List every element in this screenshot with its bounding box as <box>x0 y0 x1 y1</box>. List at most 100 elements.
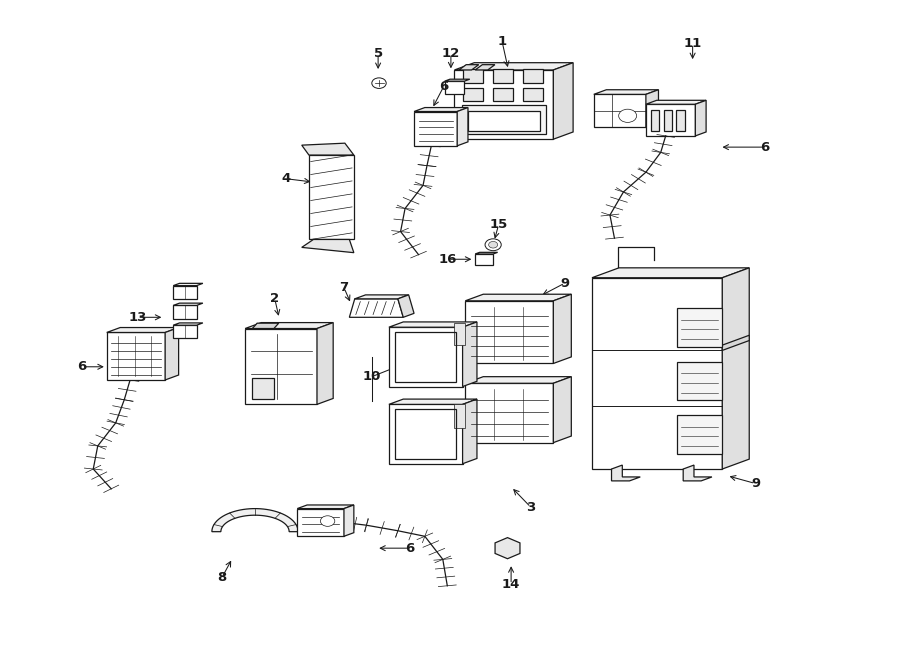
Polygon shape <box>212 508 298 531</box>
Polygon shape <box>465 377 572 383</box>
Polygon shape <box>594 90 659 95</box>
Polygon shape <box>457 108 468 146</box>
Circle shape <box>489 241 498 248</box>
Text: 2: 2 <box>270 292 279 305</box>
Polygon shape <box>611 465 640 481</box>
Polygon shape <box>475 253 498 254</box>
Bar <box>454 323 465 344</box>
Polygon shape <box>445 81 464 95</box>
Text: 9: 9 <box>561 276 570 290</box>
Bar <box>523 69 543 83</box>
Polygon shape <box>302 239 354 253</box>
Text: 1: 1 <box>498 35 507 48</box>
Polygon shape <box>297 505 354 508</box>
Polygon shape <box>463 322 477 387</box>
Polygon shape <box>165 328 178 380</box>
Polygon shape <box>646 104 696 136</box>
Polygon shape <box>173 303 202 305</box>
Bar <box>664 110 672 131</box>
Circle shape <box>618 109 636 122</box>
Polygon shape <box>454 70 554 139</box>
Polygon shape <box>646 90 659 128</box>
Bar <box>677 110 685 131</box>
Polygon shape <box>302 143 354 155</box>
Polygon shape <box>723 268 749 469</box>
Polygon shape <box>245 329 317 405</box>
Polygon shape <box>592 268 749 278</box>
Polygon shape <box>173 305 196 319</box>
Polygon shape <box>445 79 470 81</box>
Text: 10: 10 <box>363 370 381 383</box>
Text: 9: 9 <box>751 477 760 490</box>
Polygon shape <box>475 65 495 70</box>
Polygon shape <box>173 286 196 299</box>
Bar <box>493 69 513 83</box>
Circle shape <box>485 239 501 251</box>
Bar <box>493 88 513 101</box>
Circle shape <box>320 516 335 526</box>
Text: 6: 6 <box>760 141 770 153</box>
Polygon shape <box>389 399 477 405</box>
Text: 4: 4 <box>282 173 291 185</box>
Polygon shape <box>594 95 646 128</box>
Polygon shape <box>723 335 749 350</box>
Polygon shape <box>107 328 178 332</box>
Bar <box>395 332 456 382</box>
Text: 12: 12 <box>442 47 460 60</box>
Polygon shape <box>107 332 165 380</box>
Polygon shape <box>677 362 723 400</box>
Polygon shape <box>414 112 457 146</box>
Polygon shape <box>683 465 712 481</box>
Polygon shape <box>554 377 572 443</box>
Polygon shape <box>646 100 706 104</box>
Bar <box>454 404 465 428</box>
Polygon shape <box>173 325 196 338</box>
Polygon shape <box>173 323 202 325</box>
Polygon shape <box>465 383 554 443</box>
Text: 3: 3 <box>526 501 536 514</box>
Polygon shape <box>696 100 706 136</box>
Text: 8: 8 <box>217 571 227 584</box>
Text: 5: 5 <box>374 47 382 60</box>
Polygon shape <box>495 537 520 559</box>
Polygon shape <box>677 416 723 453</box>
Polygon shape <box>398 295 414 317</box>
Text: 15: 15 <box>490 219 508 231</box>
Polygon shape <box>309 155 354 239</box>
Polygon shape <box>463 399 477 464</box>
Text: 6: 6 <box>439 80 448 93</box>
Polygon shape <box>349 299 403 317</box>
Text: 6: 6 <box>76 360 86 373</box>
Bar <box>464 88 483 101</box>
Text: 13: 13 <box>128 311 147 324</box>
Polygon shape <box>297 508 344 536</box>
Polygon shape <box>554 294 572 364</box>
Bar <box>462 105 546 134</box>
Bar <box>464 69 483 83</box>
Polygon shape <box>252 378 274 399</box>
Text: 6: 6 <box>405 541 414 555</box>
Polygon shape <box>454 63 573 70</box>
Polygon shape <box>252 323 279 329</box>
Bar <box>468 110 540 132</box>
Polygon shape <box>355 295 409 299</box>
Polygon shape <box>459 65 479 70</box>
Text: 16: 16 <box>439 253 457 266</box>
Polygon shape <box>475 254 493 264</box>
Bar <box>652 110 660 131</box>
Polygon shape <box>554 63 573 139</box>
Bar <box>523 88 543 101</box>
Polygon shape <box>389 327 463 387</box>
Polygon shape <box>677 308 723 346</box>
Polygon shape <box>344 505 354 536</box>
Text: 14: 14 <box>502 578 520 591</box>
Polygon shape <box>173 284 202 286</box>
Polygon shape <box>414 108 468 112</box>
Polygon shape <box>317 323 333 405</box>
Polygon shape <box>592 278 723 469</box>
Text: 7: 7 <box>339 281 348 294</box>
Circle shape <box>372 78 386 89</box>
Polygon shape <box>465 294 572 301</box>
Polygon shape <box>245 323 333 329</box>
Bar <box>395 409 456 459</box>
